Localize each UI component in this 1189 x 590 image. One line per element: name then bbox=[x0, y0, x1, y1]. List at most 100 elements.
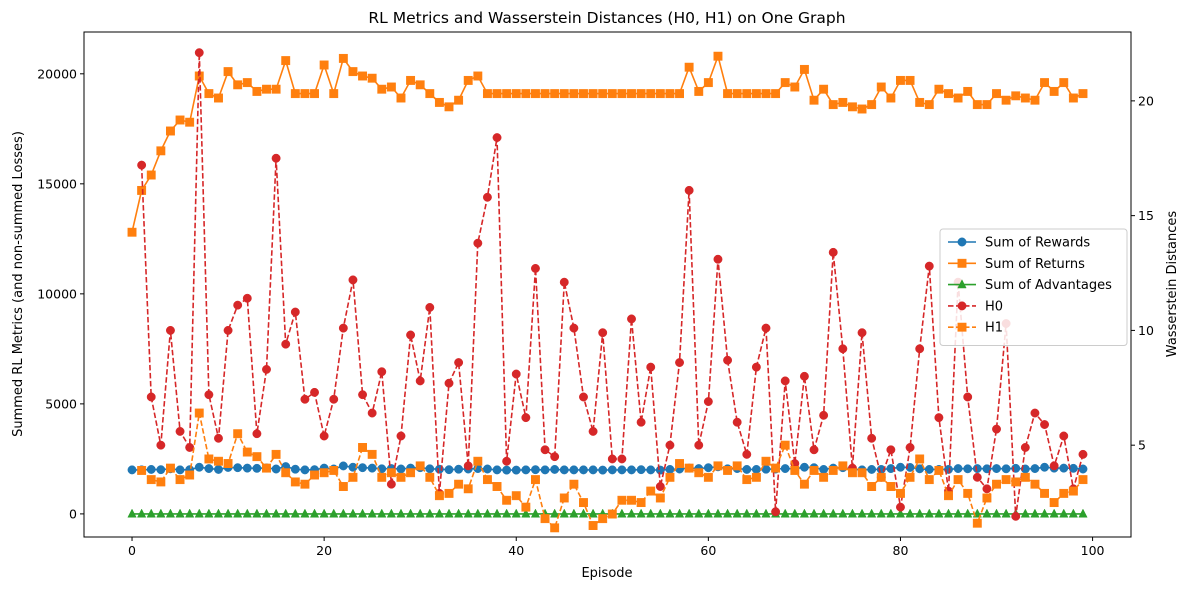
point-sum-of-advantages bbox=[463, 508, 473, 518]
point-sum-of-returns bbox=[896, 75, 905, 85]
point-h1 bbox=[742, 475, 752, 485]
legend-swatch-marker bbox=[957, 237, 967, 247]
point-sum-of-advantages bbox=[876, 508, 886, 518]
point-h1 bbox=[617, 495, 627, 505]
point-h1 bbox=[146, 475, 156, 485]
point-h1 bbox=[732, 461, 742, 471]
point-sum-of-rewards bbox=[896, 462, 905, 472]
point-sum-of-returns bbox=[463, 75, 473, 85]
point-sum-of-advantages bbox=[953, 508, 963, 518]
point-sum-of-returns bbox=[1040, 78, 1050, 88]
point-h0 bbox=[310, 387, 319, 397]
point-h0 bbox=[588, 426, 598, 436]
point-h1 bbox=[377, 472, 387, 482]
point-sum-of-advantages bbox=[924, 508, 934, 518]
point-sum-of-advantages bbox=[838, 508, 848, 518]
point-h1 bbox=[924, 475, 934, 485]
point-sum-of-advantages bbox=[502, 508, 512, 518]
point-sum-of-rewards bbox=[992, 464, 1001, 474]
point-h1 bbox=[684, 463, 694, 473]
point-sum-of-advantages bbox=[934, 508, 944, 518]
point-h0 bbox=[319, 431, 329, 441]
point-h0 bbox=[732, 417, 742, 427]
point-sum-of-rewards bbox=[579, 465, 588, 475]
point-sum-of-advantages bbox=[281, 508, 291, 518]
point-h1 bbox=[665, 472, 675, 482]
point-h1 bbox=[444, 488, 454, 498]
point-sum-of-advantages bbox=[1020, 508, 1030, 518]
point-sum-of-returns bbox=[454, 95, 464, 105]
point-h1 bbox=[214, 456, 223, 466]
point-sum-of-advantages bbox=[857, 508, 867, 518]
point-sum-of-advantages bbox=[530, 508, 541, 518]
point-h0 bbox=[165, 325, 175, 335]
point-h0 bbox=[204, 390, 214, 400]
point-sum-of-returns bbox=[972, 100, 982, 110]
point-sum-of-returns bbox=[1068, 93, 1078, 103]
point-h1 bbox=[511, 491, 521, 501]
point-sum-of-advantages bbox=[357, 508, 368, 518]
y-left-tick-label: 10000 bbox=[37, 286, 77, 301]
point-h0 bbox=[454, 358, 464, 367]
point-sum-of-advantages bbox=[655, 508, 665, 518]
point-h0 bbox=[627, 314, 636, 324]
point-sum-of-advantages bbox=[722, 508, 733, 518]
point-sum-of-rewards bbox=[194, 462, 204, 472]
point-h1 bbox=[137, 465, 147, 475]
point-sum-of-returns bbox=[819, 84, 829, 94]
point-h0 bbox=[799, 371, 809, 381]
point-sum-of-advantages bbox=[290, 508, 300, 518]
x-tick-label: 40 bbox=[508, 543, 524, 558]
point-sum-of-advantages bbox=[252, 508, 262, 518]
point-h1 bbox=[819, 472, 829, 482]
point-h0 bbox=[396, 431, 406, 441]
point-h0 bbox=[771, 507, 781, 517]
point-h1 bbox=[636, 498, 646, 508]
point-h0 bbox=[723, 355, 733, 365]
point-h0 bbox=[886, 445, 896, 455]
point-h0 bbox=[857, 328, 867, 338]
point-sum-of-returns bbox=[665, 89, 675, 99]
point-h1 bbox=[406, 468, 416, 478]
point-sum-of-rewards bbox=[444, 465, 454, 475]
point-sum-of-rewards bbox=[665, 464, 675, 474]
legend-label: H1 bbox=[985, 321, 1003, 336]
point-sum-of-advantages bbox=[665, 508, 675, 518]
point-sum-of-returns bbox=[732, 89, 742, 99]
legend-label: H0 bbox=[985, 299, 1003, 314]
point-sum-of-rewards bbox=[972, 464, 982, 474]
point-sum-of-returns bbox=[799, 64, 809, 74]
point-sum-of-rewards bbox=[617, 465, 627, 475]
point-h0 bbox=[185, 443, 195, 452]
y-left-tick-label: 20000 bbox=[37, 66, 77, 81]
point-h0 bbox=[636, 417, 646, 427]
point-h1 bbox=[492, 482, 502, 491]
point-h1 bbox=[655, 493, 665, 503]
point-sum-of-advantages bbox=[405, 508, 416, 518]
point-sum-of-returns bbox=[415, 80, 425, 90]
point-sum-of-returns bbox=[262, 84, 271, 94]
legend-swatch-marker bbox=[957, 322, 967, 332]
point-h1 bbox=[934, 465, 944, 475]
point-sum-of-rewards bbox=[1078, 464, 1088, 474]
point-h1 bbox=[185, 470, 195, 480]
point-sum-of-advantages bbox=[233, 508, 243, 518]
point-sum-of-rewards bbox=[348, 462, 358, 472]
plot-area bbox=[127, 48, 1088, 533]
point-sum-of-advantages bbox=[674, 508, 685, 518]
point-sum-of-advantages bbox=[1039, 508, 1050, 518]
y-axis-left: 0 5000 10000 15000 20000 bbox=[37, 66, 84, 521]
point-sum-of-advantages bbox=[415, 508, 425, 518]
point-h1 bbox=[281, 468, 291, 478]
point-sum-of-returns bbox=[310, 89, 319, 99]
point-sum-of-advantages bbox=[694, 508, 704, 518]
point-h1 bbox=[790, 465, 800, 475]
point-sum-of-advantages bbox=[819, 508, 829, 518]
point-h1 bbox=[156, 477, 166, 487]
point-h1 bbox=[223, 459, 233, 468]
point-h1 bbox=[838, 461, 848, 471]
point-sum-of-returns bbox=[271, 84, 281, 94]
legend-item-h0: H0 bbox=[948, 299, 1003, 314]
point-h0 bbox=[982, 484, 992, 494]
